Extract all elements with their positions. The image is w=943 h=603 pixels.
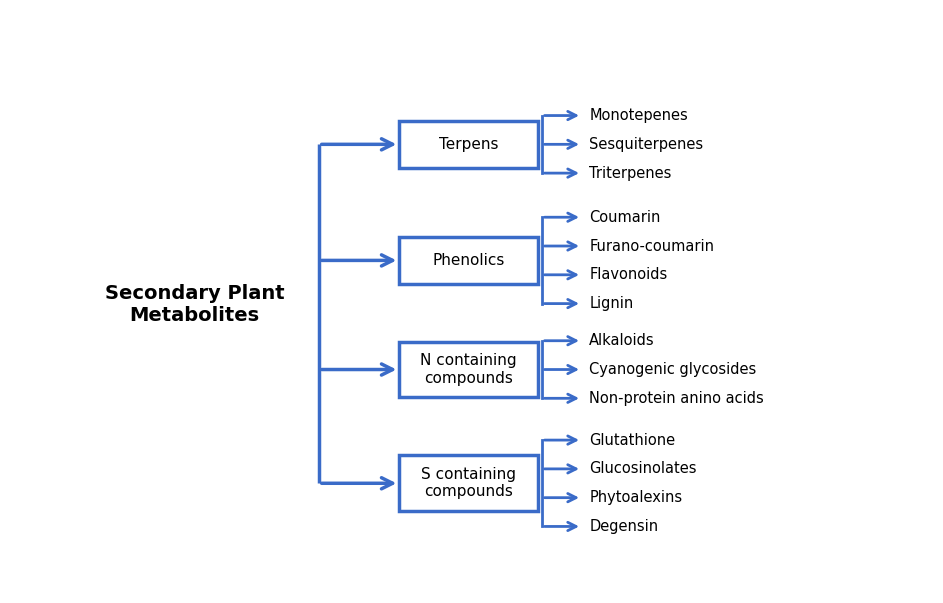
Text: Phenolics: Phenolics [433, 253, 505, 268]
Text: N containing
compounds: N containing compounds [421, 353, 517, 386]
FancyBboxPatch shape [399, 342, 538, 397]
Text: Coumarin: Coumarin [589, 210, 661, 225]
Text: Glutathione: Glutathione [589, 432, 675, 447]
Text: Lignin: Lignin [589, 296, 634, 311]
Text: Secondary Plant
Metabolites: Secondary Plant Metabolites [105, 284, 285, 325]
Text: Non-protein anino acids: Non-protein anino acids [589, 391, 764, 406]
FancyBboxPatch shape [399, 455, 538, 511]
Text: Triterpenes: Triterpenes [589, 166, 671, 181]
Text: Cyanogenic glycosides: Cyanogenic glycosides [589, 362, 756, 377]
Text: Alkaloids: Alkaloids [589, 333, 654, 348]
Text: S containing
compounds: S containing compounds [422, 467, 516, 499]
Text: Furano-coumarin: Furano-coumarin [589, 239, 714, 253]
Text: Terpens: Terpens [438, 137, 499, 152]
Text: Glucosinolates: Glucosinolates [589, 461, 697, 476]
Text: Monotepenes: Monotepenes [589, 108, 688, 123]
Text: Sesquiterpenes: Sesquiterpenes [589, 137, 703, 152]
Text: Phytoalexins: Phytoalexins [589, 490, 683, 505]
Text: Flavonoids: Flavonoids [589, 267, 668, 282]
Text: Degensin: Degensin [589, 519, 658, 534]
FancyBboxPatch shape [399, 121, 538, 168]
FancyBboxPatch shape [399, 237, 538, 283]
